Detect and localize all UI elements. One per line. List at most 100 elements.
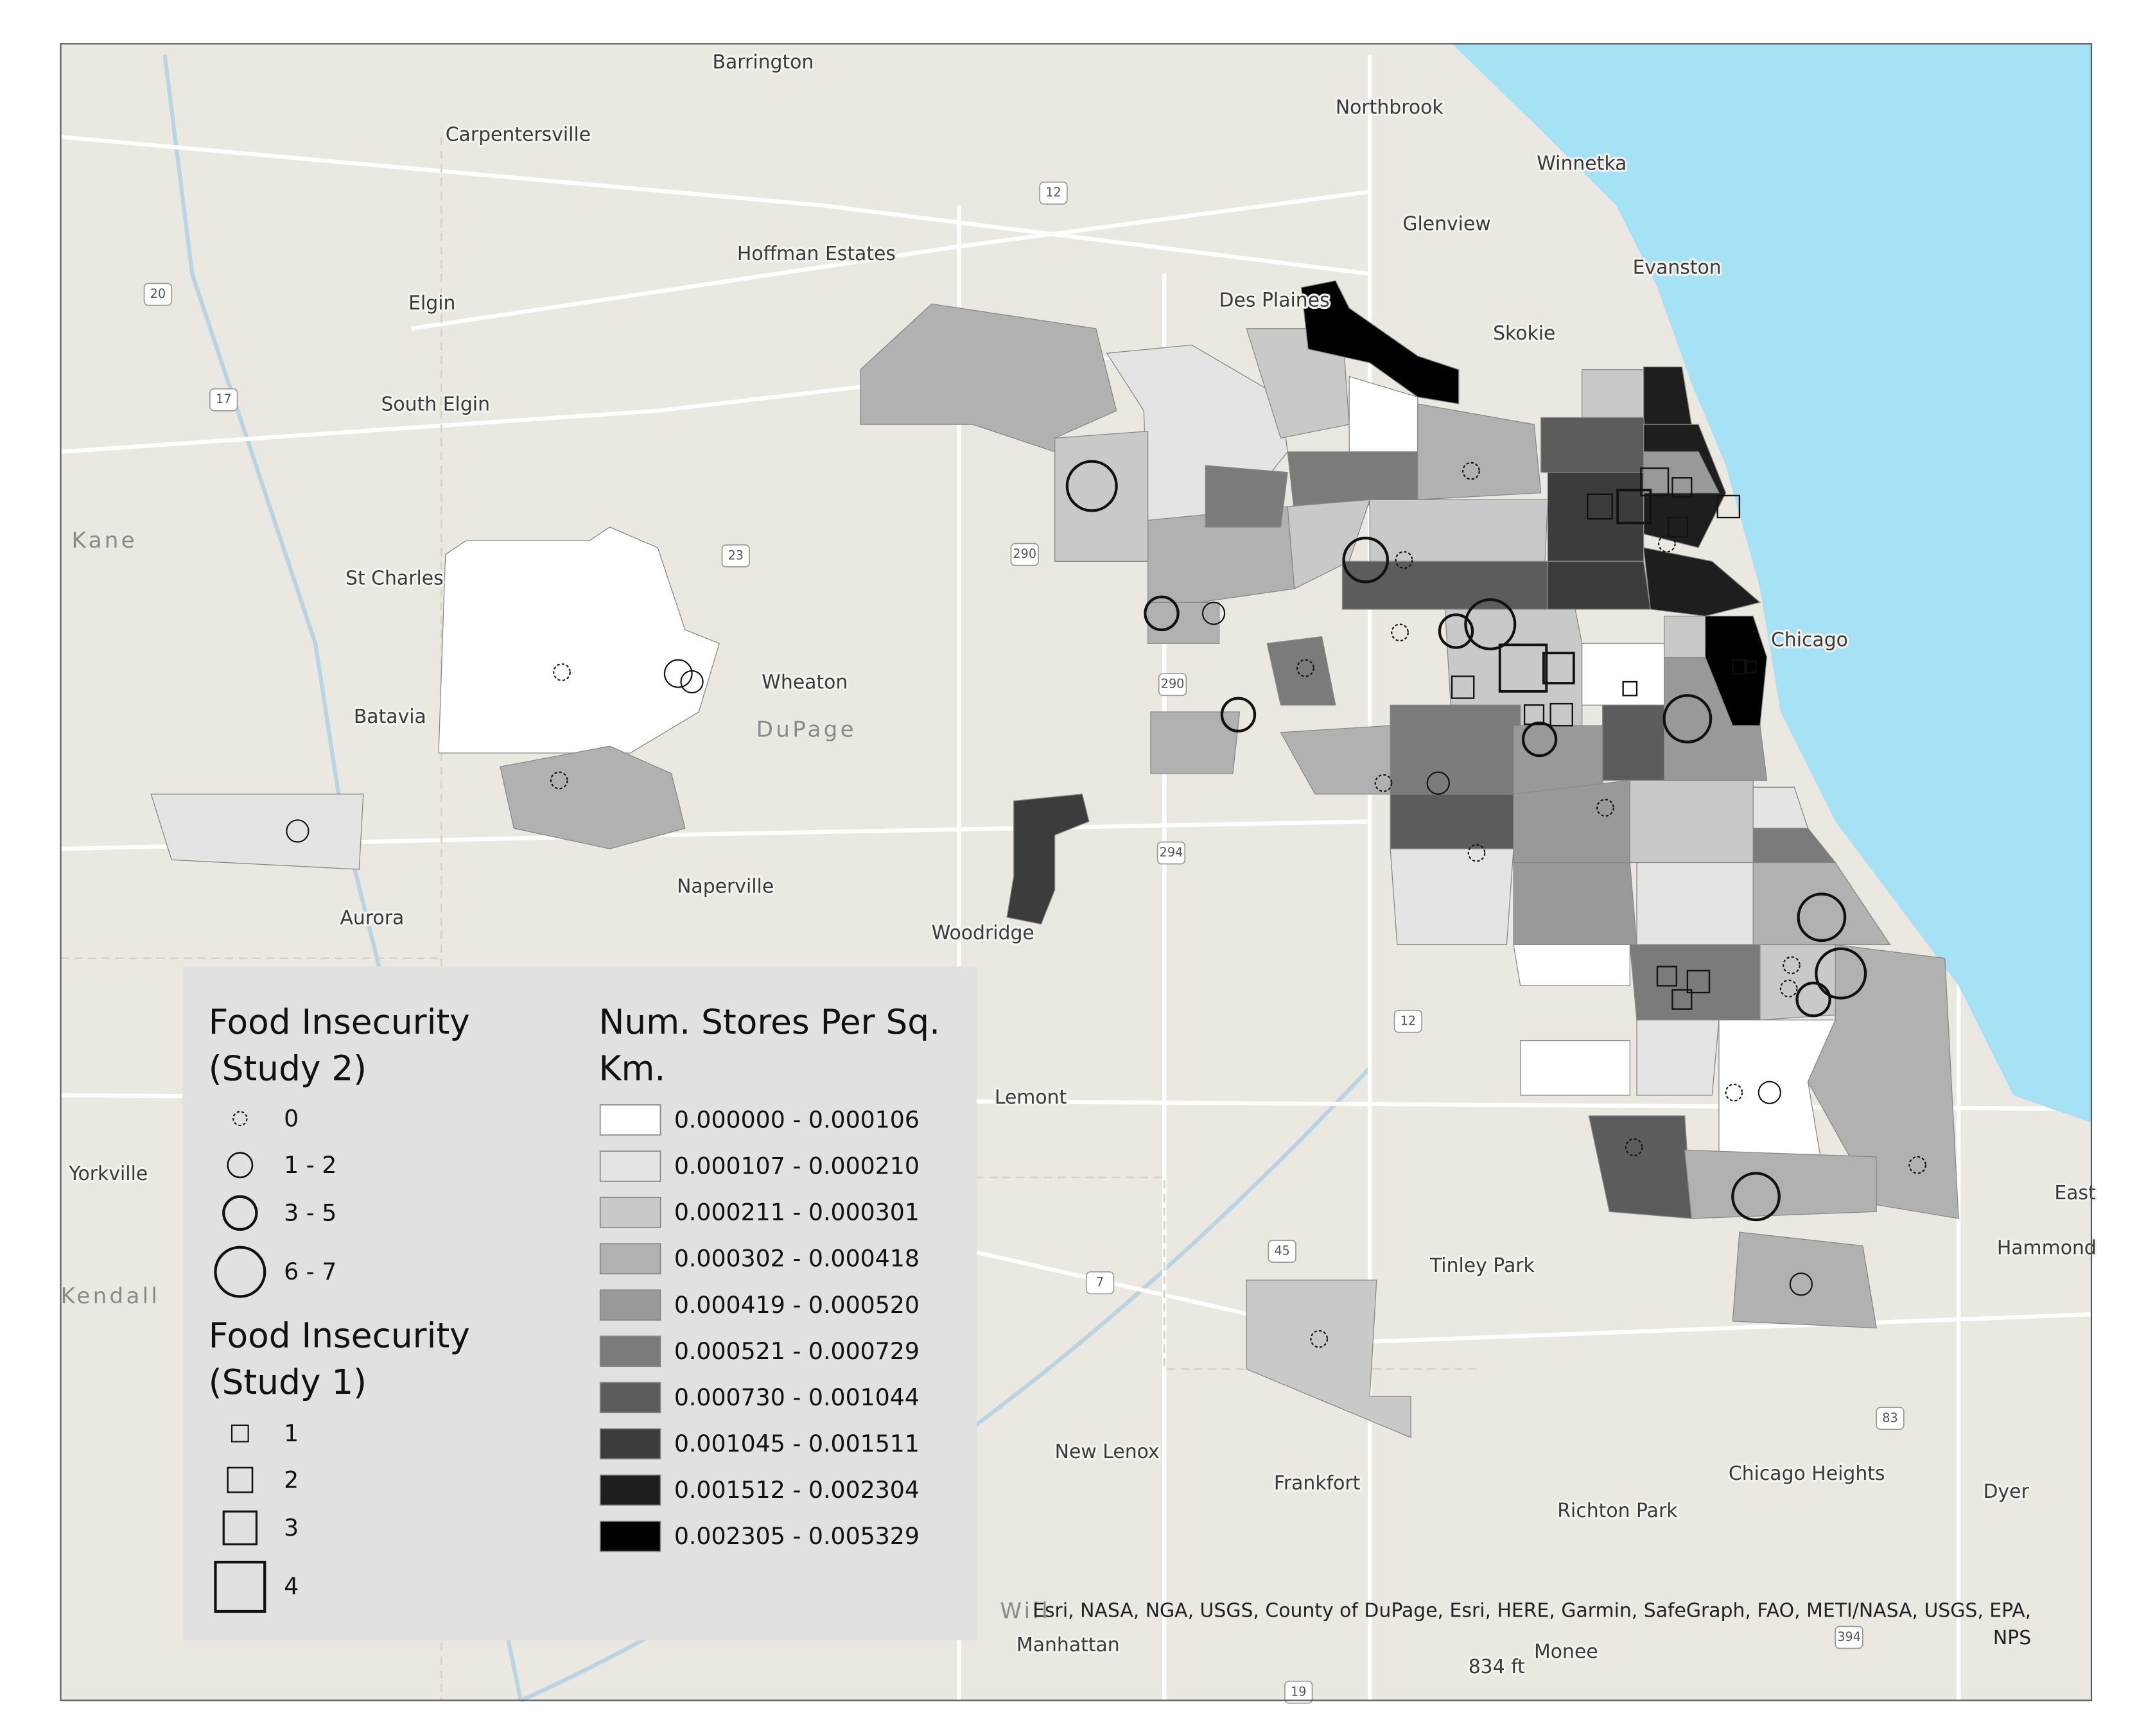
legend-title: Food Insecurity [209,1002,470,1042]
food-insecurity-symbols [286,460,1927,1348]
tract-area [438,526,720,754]
tract-area [1513,779,1630,864]
place-label: Tinley Park [1429,1254,1535,1277]
tract-area [1513,862,1637,946]
road-shield-label: 20 [150,286,166,301]
study1-symbol [1686,969,1711,994]
tract-area [1006,794,1090,925]
legend-label: 1 [284,1419,299,1447]
road-shield-label: 17 [216,392,231,406]
place-label: Richton Park [1557,1500,1678,1522]
lake-michigan [1452,44,2091,1123]
study1-symbol [1640,467,1670,497]
road-shield-label: 12 [1045,185,1061,200]
place-label: Lemont [995,1086,1067,1109]
tract-area [1602,704,1665,781]
tract-area [1205,465,1288,528]
road-shield [1158,673,1187,697]
place-label: Barrington [713,51,814,74]
legend-label: 1 - 2 [284,1151,336,1179]
road-shield-label: 394 [1837,1629,1861,1644]
study2-symbol [1144,595,1180,632]
legend-swatch [599,1474,661,1506]
tract-area [1390,794,1514,849]
legend-label: 0.000302 - 0.000418 [674,1245,920,1272]
study2-symbol [1625,1138,1643,1156]
tract-area [1520,1040,1630,1096]
place-label: South Elgin [381,394,490,416]
study1-symbol [1732,659,1747,675]
place-label: Yorkville [68,1163,148,1185]
study2-symbol [1065,460,1118,512]
study2-symbol [1296,659,1314,677]
legend-swatch [599,1289,661,1321]
study1-symbol [1451,675,1475,699]
tract-area [1369,499,1549,562]
tract-area [1280,725,1391,795]
road-shield-label: 23 [728,548,744,562]
road-shield [1039,181,1068,205]
tract-area [1752,862,1891,946]
legend-label: 0 [284,1104,299,1132]
study1-symbol [1498,643,1548,693]
place-label: Wheaton [762,672,848,694]
study2-symbol [1467,844,1486,862]
study2-symbol [1462,462,1480,480]
legend-label: 0.001045 - 0.001511 [674,1430,920,1457]
legend-swatch [599,1382,661,1414]
study1-symbol [1616,489,1652,525]
place-label: 834 ft [1469,1656,1525,1678]
tract-area [1547,472,1644,562]
study2-symbol [1220,697,1257,733]
tract-area [1629,944,1761,1021]
legend-circle [214,1246,266,1298]
study1-symbol [1671,989,1693,1010]
place-label: New Lenox [1055,1441,1160,1463]
place-label: Glenview [1402,213,1490,235]
legend-label: 0.002305 - 0.005329 [674,1522,920,1550]
place-label: Elgin [408,292,455,315]
study2-symbol [1342,536,1390,584]
legend-square [214,1561,266,1613]
attribution-text: NPS [1993,1627,2031,1649]
tract-area [150,794,364,870]
tract-area [1513,725,1603,795]
study2-symbol [1521,721,1558,758]
place-label: Naperville [677,875,774,898]
legend-label: 3 [284,1514,299,1541]
study2-symbol [1789,1272,1813,1296]
road-shield [1876,1407,1905,1430]
place-label: Carpentersville [446,124,591,146]
tract-area [1582,369,1644,419]
legend-square [222,1510,258,1546]
legend-label: 0.000211 - 0.000301 [674,1199,920,1226]
road-shield [1393,1009,1423,1033]
region-label: Kendall [60,1283,160,1309]
tract-area [1147,602,1220,644]
tract-area [1390,848,1514,946]
place-label: East [2054,1182,2095,1204]
place-label: Dyer [1984,1480,2030,1503]
tract-area [1513,944,1630,987]
legend-title: (Study 1) [209,1362,367,1402]
legend-label: 0.000419 - 0.000520 [674,1291,920,1319]
study1-symbol [1671,477,1693,498]
study2-symbol [1797,892,1847,942]
road-shield [1835,1626,1863,1649]
legend-circle [232,1111,248,1126]
legend-label: 2 [284,1466,299,1493]
tract-area [1636,862,1754,946]
place-label: Chicago [1771,629,1848,652]
legend-swatch [599,1335,661,1367]
legend-label: 0.000107 - 0.000210 [674,1152,920,1180]
legend-swatch [599,1243,661,1274]
tract-area [1636,1020,1720,1096]
study2-symbol [1395,551,1413,569]
attribution-text: Esri, NASA, NGA, USGS, County of DuPage,… [1033,1599,2031,1622]
road-shield-label: 290 [1161,677,1185,691]
study1-symbol [1523,704,1545,725]
tract-area [1684,1149,1877,1219]
place-label: St Charles [345,568,444,590]
legend-circle [227,1152,254,1179]
